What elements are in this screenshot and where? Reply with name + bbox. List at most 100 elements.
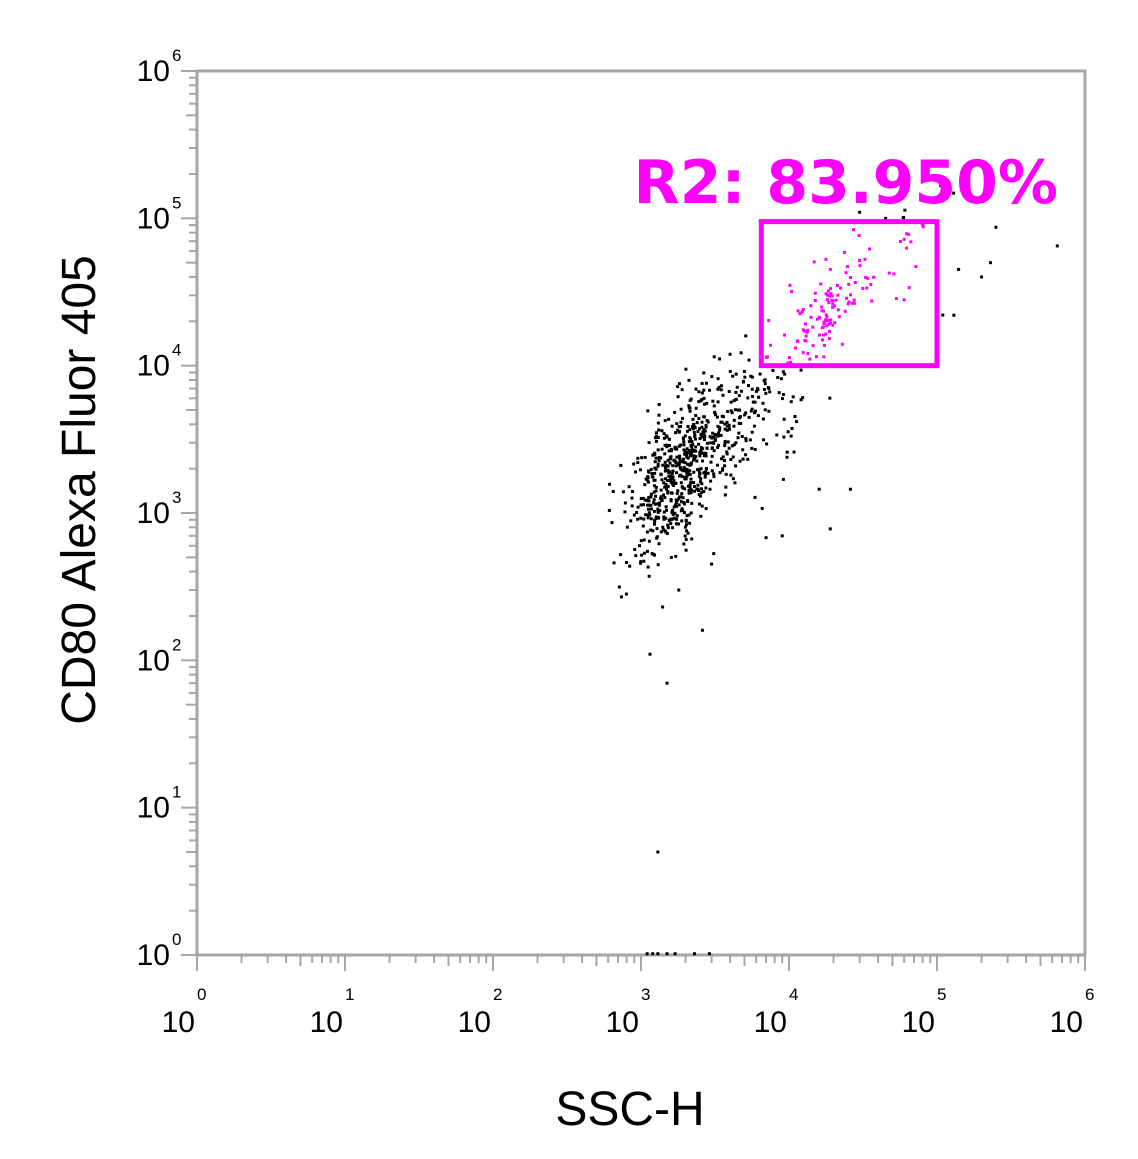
data-point <box>790 426 794 430</box>
y-tick-label: 10 <box>137 202 170 235</box>
data-point <box>643 455 647 459</box>
data-point <box>673 410 677 414</box>
data-point <box>750 430 754 434</box>
data-point <box>716 400 720 404</box>
data-point <box>677 497 681 501</box>
data-point <box>669 455 673 459</box>
data-point <box>733 408 737 412</box>
data-point <box>681 496 685 500</box>
data-point <box>611 489 615 493</box>
x-tick-exponent: 3 <box>641 985 650 1004</box>
data-point <box>649 503 653 507</box>
data-point <box>689 477 693 481</box>
data-point <box>907 286 911 290</box>
data-point <box>662 517 666 521</box>
data-point <box>723 439 727 443</box>
data-point <box>715 415 719 419</box>
data-point <box>767 318 771 322</box>
x-tick-label: 10 <box>902 1006 935 1039</box>
data-point <box>884 216 888 220</box>
data-point <box>676 395 680 399</box>
data-point <box>674 481 678 485</box>
data-point <box>687 488 691 492</box>
data-point <box>858 258 862 262</box>
data-point <box>691 417 695 421</box>
data-point <box>719 420 723 424</box>
data-point <box>832 304 836 308</box>
data-point <box>678 474 682 478</box>
data-point <box>850 301 854 305</box>
data-point <box>805 330 809 334</box>
data-point <box>657 459 661 463</box>
y-tick-label: 10 <box>137 350 170 383</box>
data-point <box>646 516 650 520</box>
data-point <box>822 320 826 324</box>
data-point <box>703 429 707 433</box>
data-point <box>671 508 675 512</box>
data-point <box>705 419 709 423</box>
data-point <box>697 502 701 506</box>
data-point <box>829 318 833 322</box>
data-point <box>751 400 755 404</box>
data-point <box>654 494 658 498</box>
data-point <box>741 448 745 452</box>
data-point <box>636 517 640 521</box>
data-point <box>660 447 664 451</box>
data-point <box>677 425 681 429</box>
data-point <box>837 315 841 319</box>
data-point <box>815 317 819 321</box>
data-point <box>780 534 784 538</box>
data-point <box>649 517 653 521</box>
data-point <box>677 430 681 434</box>
data-point <box>663 469 667 473</box>
data-point <box>704 486 708 490</box>
data-point <box>683 475 687 479</box>
data-point <box>652 509 656 513</box>
data-point <box>746 396 750 400</box>
data-point <box>700 435 704 439</box>
data-point <box>725 450 729 454</box>
data-point <box>655 502 659 506</box>
gate-r2[interactable] <box>758 219 940 369</box>
data-point <box>731 477 735 481</box>
data-point <box>664 516 668 520</box>
data-point <box>703 473 707 477</box>
data-point <box>844 271 848 275</box>
data-point <box>769 343 773 347</box>
data-point <box>704 381 708 385</box>
data-point <box>704 425 708 429</box>
data-point <box>678 457 682 461</box>
data-point <box>672 505 676 509</box>
data-point <box>825 315 829 319</box>
data-point <box>746 384 750 388</box>
data-point <box>831 323 835 327</box>
data-point <box>666 458 670 462</box>
data-point <box>666 464 670 468</box>
data-point <box>801 351 805 355</box>
data-point <box>766 386 770 390</box>
data-point <box>730 411 734 415</box>
data-point <box>852 228 856 232</box>
data-point <box>692 427 696 431</box>
data-point <box>647 503 651 507</box>
data-point <box>833 321 837 325</box>
data-point <box>708 435 712 439</box>
data-point <box>768 390 772 394</box>
data-point <box>894 297 898 301</box>
data-point <box>636 456 640 460</box>
data-point <box>631 489 635 493</box>
data-point <box>834 298 838 302</box>
data-point <box>701 430 705 434</box>
data-point <box>652 522 656 526</box>
data-point <box>700 491 704 495</box>
data-point <box>718 471 722 475</box>
data-point <box>673 952 677 956</box>
data-point <box>789 434 793 438</box>
data-point <box>750 407 754 411</box>
data-point <box>726 440 730 444</box>
data-point <box>710 454 714 458</box>
data-point <box>668 470 672 474</box>
data-point <box>712 355 716 359</box>
data-point <box>656 464 660 468</box>
data-point <box>843 309 847 313</box>
